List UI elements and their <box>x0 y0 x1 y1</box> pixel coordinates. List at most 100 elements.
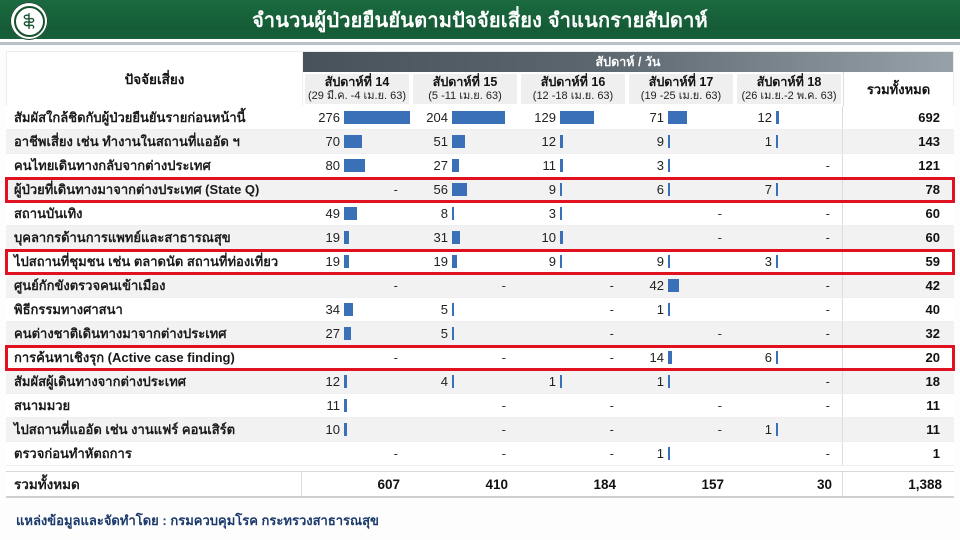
risk-factor-label: ไปสถานที่แออัด เช่น งานแฟร์ คอนเสิร์ต <box>14 422 236 437</box>
value-bar <box>560 159 563 172</box>
value-cell: 3 <box>734 250 842 273</box>
column-total: 607 <box>377 476 400 492</box>
value-cell-empty: - <box>501 446 506 461</box>
week-name: สัปดาห์ที่ 16 <box>540 75 606 90</box>
value-number: 27 <box>433 158 448 173</box>
value-number: 19 <box>433 254 448 269</box>
week-header-row: สัปดาห์ที่ 14 (29 มี.ค. -4 เม.ย. 63) สัปดา… <box>303 72 953 106</box>
value-number: 10 <box>325 422 340 437</box>
value-number: 42 <box>649 278 664 293</box>
value-cell: 1 <box>734 130 842 153</box>
week-name: สัปดาห์ที่ 17 <box>648 75 714 90</box>
value-number: 3 <box>548 206 556 221</box>
value-cell-empty: - <box>717 230 722 245</box>
week-date-range: (5 -11 เม.ย. 63) <box>428 89 502 102</box>
value-number: 19 <box>325 230 340 245</box>
column-header-total: รวมทั้งหมด <box>843 72 953 106</box>
week-name: สัปดาห์ที่ 18 <box>756 75 822 90</box>
value-number: 276 <box>318 110 340 125</box>
value-cell-empty: - <box>825 398 830 413</box>
value-number: 27 <box>325 326 340 341</box>
value-number: 70 <box>325 134 340 149</box>
totals-row-label: รวมทั้งหมด <box>6 472 302 496</box>
row-total: 42 <box>842 274 954 297</box>
value-cell: 71 <box>626 106 734 129</box>
value-cell: 9 <box>626 130 734 153</box>
value-bar <box>344 111 410 124</box>
risk-factor-label: ศูนย์กักขังตรวจคนเข้าเมือง <box>14 278 166 293</box>
risk-factor-label: อาชีพเสี่ยง เช่น ทำงานในสถานที่แออัด ฯ <box>14 134 240 149</box>
value-cell: 9 <box>518 250 626 273</box>
risk-factor-label: สัมผัสใกล้ชิดกับผู้ป่วยยืนยันรายก่อนหน้า… <box>14 110 246 125</box>
value-number: 1 <box>656 302 664 317</box>
value-cell: 6 <box>626 178 734 201</box>
value-cell-empty: - <box>609 398 614 413</box>
value-number: 1 <box>656 446 664 461</box>
value-bar <box>560 255 562 268</box>
value-bar <box>344 255 349 268</box>
table-header-right: สัปดาห์ / วัน สัปดาห์ที่ 14 (29 มี.ค. -4 … <box>303 52 953 106</box>
week-column-header-15: สัปดาห์ที่ 15 (5 -11 เม.ย. 63) <box>411 72 519 106</box>
value-cell-empty: - <box>825 206 830 221</box>
week-header-box: สัปดาห์ที่ 15 (5 -11 เม.ย. 63) <box>413 74 517 104</box>
value-number: 7 <box>764 182 772 197</box>
table-body: สัมผัสใกล้ชิดกับผู้ป่วยยืนยันรายก่อนหน้า… <box>5 106 955 466</box>
row-total: 121 <box>842 154 954 177</box>
risk-factor-label: การค้นหาเชิงรุก (Active case finding) <box>14 350 235 365</box>
value-cell-empty: - <box>609 422 614 437</box>
value-number: 3 <box>656 158 664 173</box>
column-total: 157 <box>701 476 724 492</box>
row-total: 692 <box>842 106 954 129</box>
value-cell: 8 <box>410 202 518 225</box>
value-cell-empty: - <box>501 278 506 293</box>
value-bar <box>668 183 670 196</box>
value-bar <box>560 111 594 124</box>
risk-factor-label: บุคลากรด้านการแพทย์และสาธารณสุข <box>14 230 231 245</box>
value-number: 1 <box>764 134 772 149</box>
value-bar <box>452 183 467 196</box>
value-bar <box>668 303 670 316</box>
value-bar <box>560 135 563 148</box>
value-bar <box>344 207 357 220</box>
value-cell: 276 <box>302 106 410 129</box>
value-cell: 34 <box>302 298 410 321</box>
column-header-risk-factor: ปัจจัยเสี่ยง <box>7 52 303 106</box>
value-cell: 11 <box>518 154 626 177</box>
value-cell: 7 <box>734 178 842 201</box>
risk-factor-label: คนต่างชาติเดินทางมาจากต่างประเทศ <box>14 326 227 341</box>
value-bar <box>776 351 778 364</box>
risk-factor-label: สัมผัสผู้เดินทางจากต่างประเทศ <box>14 374 187 389</box>
value-cell: 10 <box>302 418 410 441</box>
value-bar <box>560 231 563 244</box>
value-number: 80 <box>325 158 340 173</box>
value-number: 49 <box>325 206 340 221</box>
value-bar <box>344 375 347 388</box>
value-cell-empty: - <box>825 302 830 317</box>
value-number: 6 <box>764 350 772 365</box>
row-total: 18 <box>842 370 954 393</box>
value-bar <box>452 375 454 388</box>
value-number: 71 <box>649 110 664 125</box>
risk-factor-label: สถานบันเทิง <box>14 206 83 221</box>
value-bar <box>344 399 347 412</box>
value-cell: 5 <box>410 322 518 345</box>
column-total: 184 <box>593 476 616 492</box>
value-bar <box>776 423 778 436</box>
moph-seal-icon <box>10 2 48 40</box>
value-cell-empty: - <box>393 446 398 461</box>
value-cell: 80 <box>302 154 410 177</box>
value-cell: 19 <box>410 250 518 273</box>
value-bar <box>668 159 670 172</box>
grand-total: 1,388 <box>842 472 954 496</box>
footer: แหล่งข้อมูลและจัดทำโดย : กรมควบคุมโรค กร… <box>16 510 960 531</box>
value-number: 1 <box>548 374 556 389</box>
column-total: 30 <box>816 476 832 492</box>
value-bar <box>560 183 562 196</box>
value-cell: 129 <box>518 106 626 129</box>
value-cell: 4 <box>410 370 518 393</box>
row-total: 59 <box>842 250 954 273</box>
value-number: 8 <box>440 206 448 221</box>
value-cell-empty: - <box>609 302 614 317</box>
value-cell-empty: - <box>825 326 830 341</box>
row-total: 60 <box>842 226 954 249</box>
